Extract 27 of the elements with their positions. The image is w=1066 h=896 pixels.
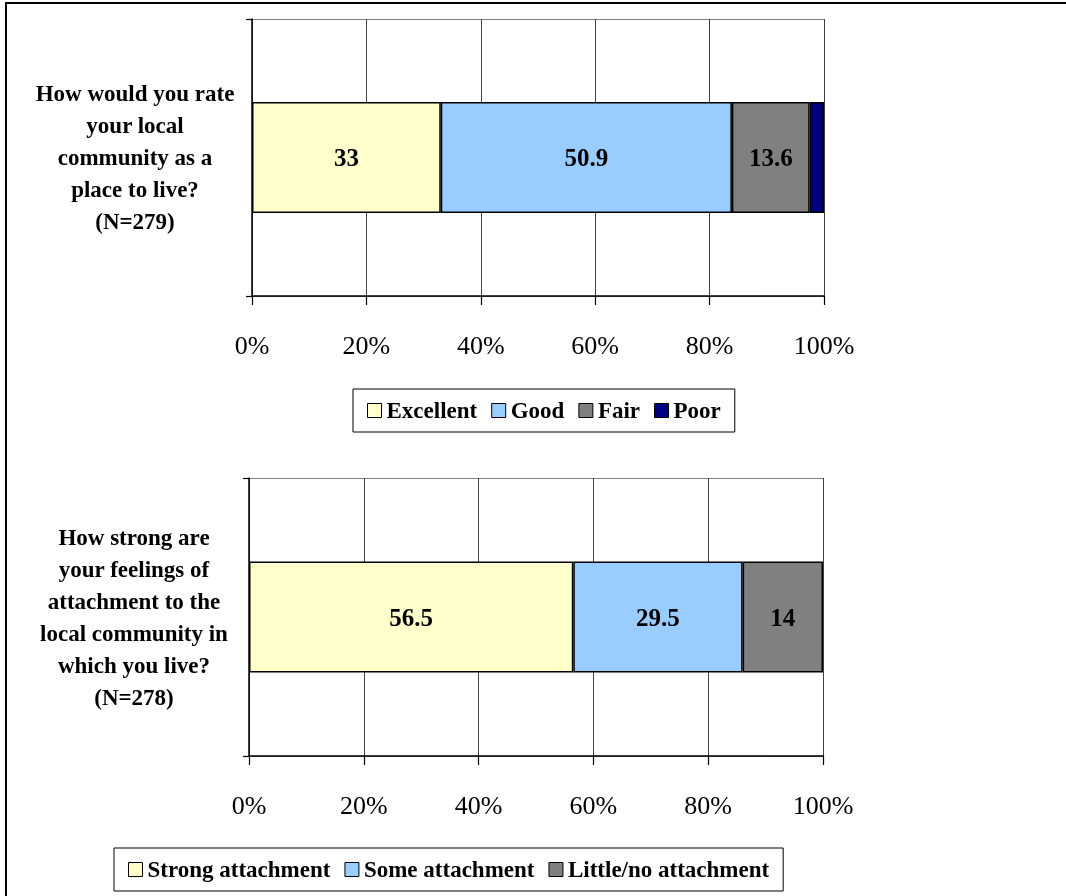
x-tick-label: 0% — [231, 790, 267, 820]
legend-label: Good — [510, 398, 565, 423]
y-tick-label: How strong are your feelings of attachment to the local community in which you live? (N=278) — [40, 524, 229, 710]
x-tick-label: 20% — [342, 330, 391, 360]
x-tick-label: 100% — [792, 790, 854, 820]
legend-label: Strong attachment — [147, 857, 331, 882]
legend-label: Poor — [673, 398, 721, 423]
x-tick-label: 60% — [571, 330, 620, 360]
x-tick-label: 100% — [793, 330, 855, 360]
x-tick-label: 20% — [339, 790, 388, 820]
data-label: 33 — [333, 144, 359, 171]
y-tick-label: How would you rate your local community as a place to live? (N=279) — [35, 81, 235, 234]
x-tick-label: 0% — [234, 330, 270, 360]
x-tick-label: 40% — [456, 330, 505, 360]
data-label: 50.9 — [564, 144, 609, 171]
x-tick-label: 40% — [454, 790, 503, 820]
data-label: 29.5 — [636, 603, 680, 631]
x-tick-label: 80% — [684, 790, 733, 820]
data-label: 14 — [770, 603, 796, 631]
legend-label: Excellent — [386, 398, 478, 423]
x-tick-label: 60% — [569, 790, 618, 820]
legend-label: Some attachment — [363, 857, 535, 882]
data-label: 56.5 — [389, 603, 434, 631]
legend-label: Fair — [597, 398, 641, 423]
x-tick-label: 80% — [685, 330, 734, 360]
legend-label: Little/no attachment — [567, 857, 770, 882]
data-label: 13.6 — [748, 144, 793, 171]
